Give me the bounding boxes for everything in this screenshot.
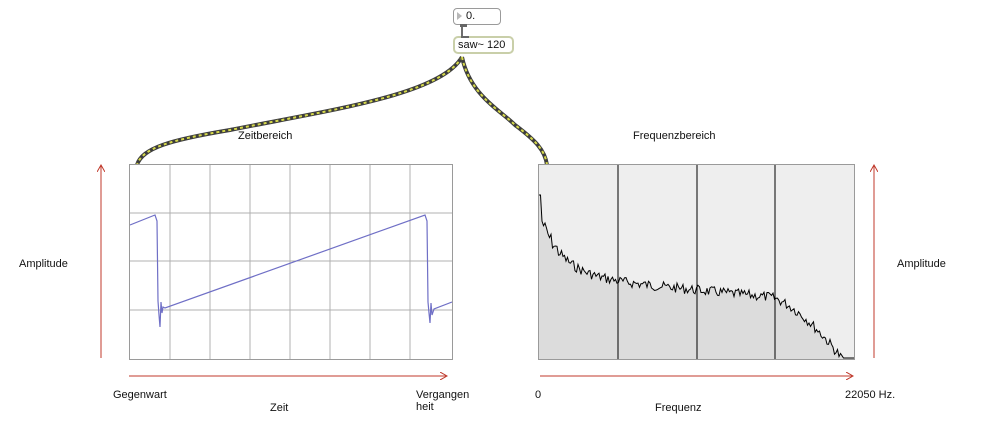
time-domain-title: Zeitbereich xyxy=(238,130,293,142)
saw-object-inlet[interactable] xyxy=(461,36,469,38)
spectroscope-canvas xyxy=(539,165,854,359)
time-center-label: Zeit xyxy=(270,402,289,414)
number-box-outlet[interactable] xyxy=(460,24,467,27)
time-left-label: Gegenwart xyxy=(113,389,167,401)
saw-object-text: saw~ 120 xyxy=(458,39,506,51)
oscilloscope-display[interactable] xyxy=(129,164,453,360)
oscilloscope-canvas xyxy=(129,165,453,359)
spectrum-markers xyxy=(617,165,776,359)
oscilloscope-grid xyxy=(130,165,452,359)
frequency-amplitude-label: Amplitude xyxy=(897,258,946,270)
saw-object-box[interactable]: saw~ 120 xyxy=(453,36,514,54)
time-right-label-line2: heit xyxy=(416,401,434,413)
frequency-domain-title: Frequenzbereich xyxy=(633,130,716,142)
time-amplitude-label: Amplitude xyxy=(19,258,68,270)
cord-to-spectroscope[interactable] xyxy=(460,56,549,166)
cord-to-scope[interactable] xyxy=(135,55,464,166)
time-right-label-line1: Vergangen xyxy=(416,389,470,401)
number-box[interactable]: 0. xyxy=(453,8,501,27)
oscilloscope-trace xyxy=(129,214,453,328)
frequency-right-label: 22050 Hz. xyxy=(845,389,896,401)
number-box-value: 0. xyxy=(466,10,476,22)
number-box-triangle-icon xyxy=(457,12,462,20)
frequency-center-label: Frequenz xyxy=(655,402,702,414)
spectroscope-display[interactable] xyxy=(538,164,855,360)
frequency-left-label: 0 xyxy=(535,389,542,401)
